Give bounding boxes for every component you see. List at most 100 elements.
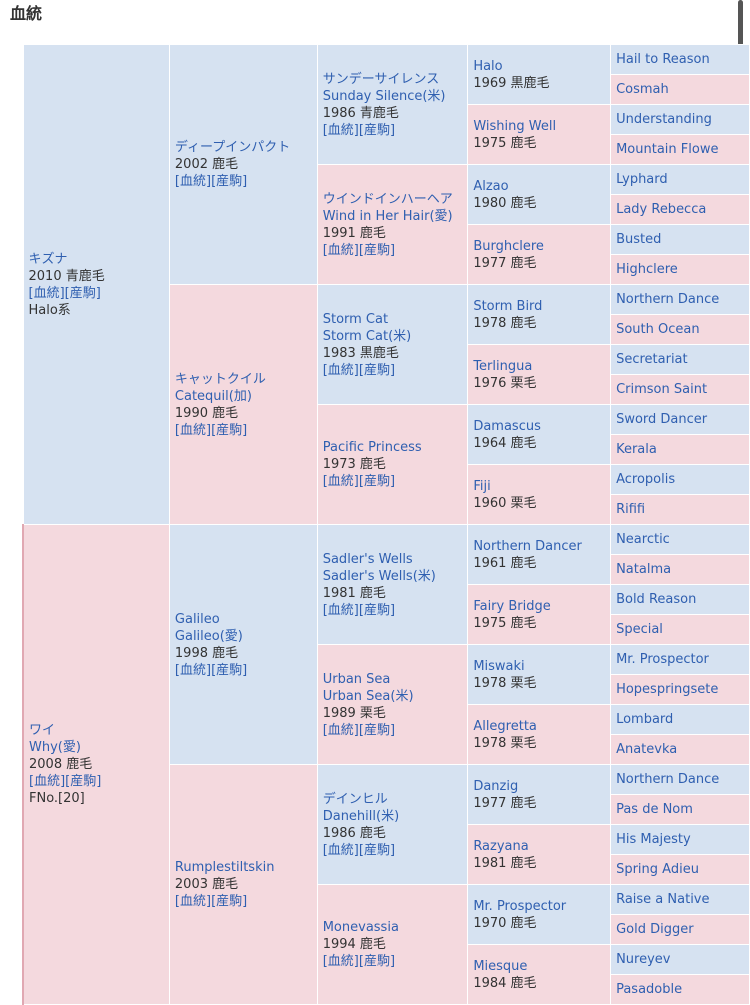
- gen3-alt-name-link[interactable]: Storm Cat(米): [322, 328, 412, 344]
- sire-offspring-link[interactable]: [産駒]: [64, 285, 101, 301]
- dam-pedigree-link[interactable]: [血統]: [29, 774, 66, 789]
- gen3-name-link[interactable]: Pacific Princess: [322, 440, 422, 455]
- gen3-pedigree-link[interactable]: [血統]: [322, 722, 359, 738]
- gen2-offspring-link[interactable]: [産駒]: [211, 422, 248, 438]
- gen3-pedigree-link[interactable]: [血統]: [322, 242, 359, 258]
- gen4-name-link[interactable]: Alzao: [473, 178, 509, 194]
- gen5-name-link[interactable]: Spring Adieu: [616, 862, 699, 877]
- gen5-name-link[interactable]: South Ocean: [616, 322, 700, 337]
- gen3-pedigree-link[interactable]: [血統]: [322, 122, 359, 138]
- gen5-name-link[interactable]: Rififi: [616, 502, 646, 517]
- gen4-name-link[interactable]: Damascus: [473, 418, 541, 434]
- gen3-name-link[interactable]: ウインドインハーヘア: [322, 191, 453, 207]
- gen3-pedigree-link[interactable]: [血統]: [322, 602, 359, 618]
- gen2-offspring-link[interactable]: [産駒]: [211, 662, 248, 678]
- gen5-name-link[interactable]: Mr. Prospector: [616, 652, 709, 667]
- gen3-offspring-link[interactable]: [産駒]: [358, 722, 396, 738]
- gen5-name-link[interactable]: Lombard: [616, 712, 674, 727]
- gen3-alt-name-link[interactable]: Danehill(米): [322, 808, 400, 824]
- gen5-name-link[interactable]: Northern Dance: [616, 772, 720, 787]
- gen4-name-link[interactable]: Burghclere: [473, 238, 544, 254]
- gen3-alt-name-link[interactable]: Sunday Silence(米): [322, 88, 446, 104]
- gen4-name-link[interactable]: Miswaki: [473, 658, 525, 674]
- gen5-name-link[interactable]: Mountain Flowe: [616, 142, 719, 157]
- gen5-name-link[interactable]: Cosmah: [616, 82, 669, 97]
- gen2-name-link[interactable]: ディープインパクト: [174, 140, 291, 155]
- sire-pedigree-link[interactable]: [血統]: [28, 285, 65, 301]
- gen4-name-link[interactable]: Mr. Prospector: [473, 898, 567, 914]
- gen3-offspring-link[interactable]: [産駒]: [358, 474, 396, 489]
- gen4-name-link[interactable]: Allegretta: [473, 718, 537, 734]
- dam-offspring-link[interactable]: [産駒]: [65, 774, 102, 789]
- gen2-pedigree-link[interactable]: [血統]: [174, 174, 212, 189]
- gen2-name-link[interactable]: Galileo: [174, 611, 220, 627]
- gen3-offspring-link[interactable]: [産駒]: [358, 122, 396, 138]
- gen3-offspring-link[interactable]: [産駒]: [358, 842, 396, 858]
- gen5-name-link[interactable]: Nureyev: [616, 952, 671, 967]
- gen5-name-link[interactable]: His Majesty: [616, 832, 691, 847]
- gen5-name-link[interactable]: Secretariat: [616, 352, 688, 367]
- gen2-links: [血統][産駒]: [175, 422, 312, 439]
- gen5-name-link[interactable]: Gold Digger: [616, 922, 694, 937]
- gen4-name-link[interactable]: Razyana: [473, 838, 529, 854]
- gen3-pedigree-link[interactable]: [血統]: [322, 842, 359, 858]
- gen3-offspring-link[interactable]: [産駒]: [358, 242, 396, 258]
- gen5-name-link[interactable]: Crimson Saint: [616, 382, 708, 397]
- gen3-name-link[interactable]: Sadler's Wells: [322, 551, 413, 567]
- gen3-name-link[interactable]: サンデーサイレンス: [322, 71, 440, 87]
- gen3-pedigree-link[interactable]: [血統]: [322, 362, 359, 378]
- gen4-name-link[interactable]: Fairy Bridge: [473, 598, 551, 614]
- gen2-alt-name-link[interactable]: Galileo(愛): [174, 628, 243, 644]
- gen5-name-link[interactable]: Lady Rebecca: [616, 202, 707, 217]
- gen5-name-link[interactable]: Special: [616, 622, 663, 637]
- gen4-name-link[interactable]: Terlingua: [473, 358, 533, 374]
- gen3-pedigree-link[interactable]: [血統]: [322, 954, 359, 969]
- gen4-name-link[interactable]: Wishing Well: [473, 118, 557, 134]
- gen5-name-link[interactable]: Raise a Native: [616, 892, 710, 907]
- gen3-pedigree-link[interactable]: [血統]: [322, 474, 359, 489]
- gen5-name-link[interactable]: Busted: [616, 232, 662, 247]
- gen2-name-link[interactable]: Rumplestiltskin: [174, 860, 275, 875]
- gen4-name-link[interactable]: Fiji: [473, 478, 491, 494]
- gen4-name-link[interactable]: Danzig: [473, 778, 519, 794]
- gen3-name-link[interactable]: デインヒル: [322, 791, 388, 807]
- gen5-name-link[interactable]: Lyphard: [616, 172, 668, 187]
- gen4-name-link[interactable]: Northern Dancer: [473, 538, 582, 554]
- gen5-name-link[interactable]: Bold Reason: [616, 592, 697, 607]
- gen2-offspring-link[interactable]: [産駒]: [211, 174, 248, 189]
- gen5-name-link[interactable]: Hopespringsete: [616, 682, 719, 697]
- gen2-offspring-link[interactable]: [産駒]: [211, 894, 248, 909]
- gen3-offspring-link[interactable]: [産駒]: [358, 954, 396, 969]
- gen5-name-link[interactable]: Understanding: [616, 112, 712, 127]
- gen2-alt-name-link[interactable]: Catequil(加): [174, 388, 252, 404]
- gen4-name-link[interactable]: Storm Bird: [473, 298, 543, 314]
- gen5-name-link[interactable]: Acropolis: [616, 472, 676, 487]
- gen3-offspring-link[interactable]: [産駒]: [358, 362, 396, 378]
- gen3-alt-name-link[interactable]: Sadler's Wells(米): [322, 568, 436, 584]
- gen5-name-link[interactable]: Kerala: [616, 442, 657, 457]
- gen3-alt-name-link[interactable]: Urban Sea(米): [322, 688, 414, 704]
- gen5-name-link[interactable]: Anatevka: [616, 742, 678, 757]
- gen5-name-link[interactable]: Highclere: [616, 262, 678, 277]
- gen5-name-link[interactable]: Nearctic: [616, 532, 670, 547]
- gen3-name-link[interactable]: Storm Cat: [322, 311, 389, 327]
- gen5-name-link[interactable]: Sword Dancer: [616, 412, 708, 427]
- dam-name-link[interactable]: ワイ: [29, 723, 56, 738]
- gen5-name-link[interactable]: Pasadoble: [616, 982, 683, 997]
- gen4-name-link[interactable]: Miesque: [473, 958, 528, 974]
- gen3-name-link[interactable]: Urban Sea: [322, 671, 391, 687]
- gen2-name-link[interactable]: キャットクイル: [174, 371, 266, 387]
- gen3-alt-name-link[interactable]: Wind in Her Hair(愛): [322, 208, 453, 224]
- gen3-name-link[interactable]: Monevassia: [322, 920, 399, 935]
- gen5-name-link[interactable]: Natalma: [616, 562, 672, 577]
- sire-name-link[interactable]: キズナ: [28, 251, 68, 267]
- gen5-name-link[interactable]: Pas de Nom: [616, 802, 693, 817]
- gen5-name-link[interactable]: Hail to Reason: [616, 52, 710, 67]
- gen2-pedigree-link[interactable]: [血統]: [174, 894, 212, 909]
- gen4-name-link[interactable]: Halo: [473, 58, 503, 74]
- dam-alt-name-link[interactable]: Why(愛): [29, 740, 81, 755]
- gen5-name-link[interactable]: Northern Dance: [616, 292, 720, 307]
- gen3-offspring-link[interactable]: [産駒]: [358, 602, 396, 618]
- gen2-pedigree-link[interactable]: [血統]: [174, 662, 212, 678]
- gen2-pedigree-link[interactable]: [血統]: [174, 422, 212, 438]
